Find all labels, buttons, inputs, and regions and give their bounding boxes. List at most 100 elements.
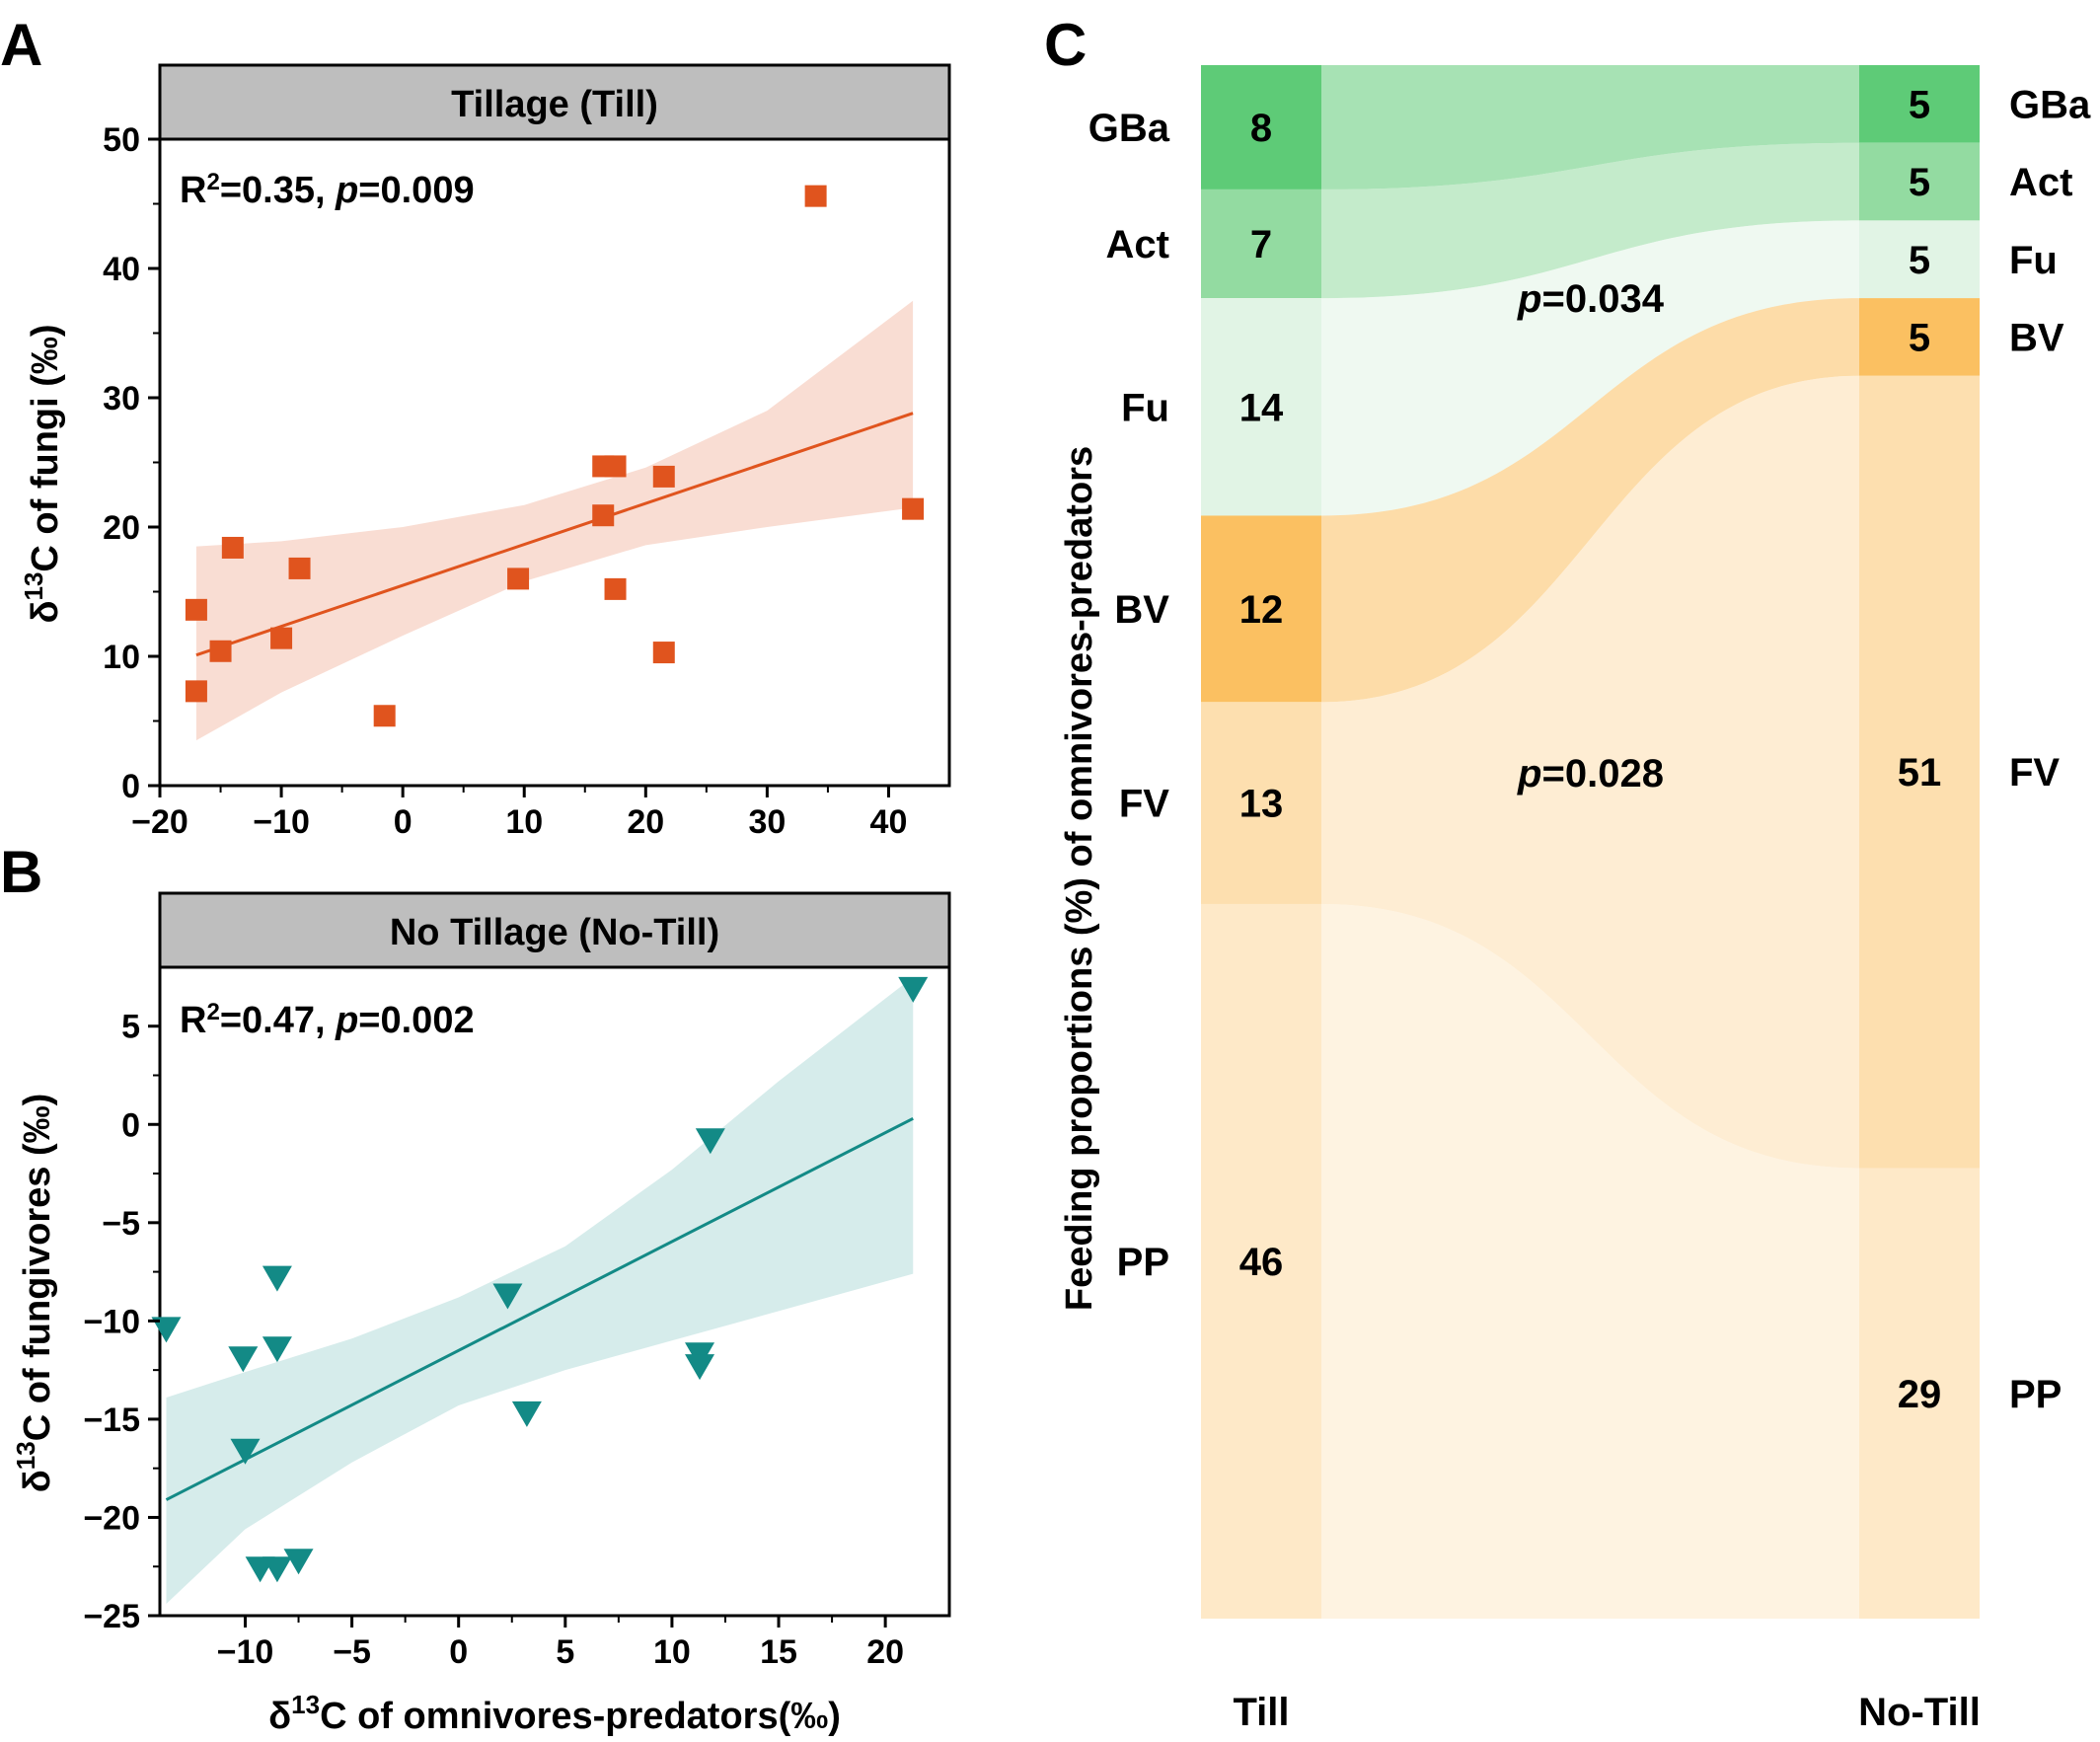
y-tick-label-b-1: −20 xyxy=(83,1499,140,1537)
value-till-fu: 14 xyxy=(1239,386,1284,429)
value-till-gba: 8 xyxy=(1250,107,1272,150)
label-till-pp: PP xyxy=(1117,1241,1169,1284)
label-notill-fu: Fu xyxy=(2009,239,2058,282)
node-till-fu xyxy=(1201,298,1321,516)
node-till-bv xyxy=(1201,515,1321,703)
stat-label-b: R2=0.47, p=0.002 xyxy=(180,999,475,1042)
label-notill-pp: PP xyxy=(2009,1373,2062,1416)
strip-b xyxy=(158,891,951,969)
y-tick-label-b-6: 5 xyxy=(121,1009,140,1046)
x-tick-label-b-4: 10 xyxy=(653,1633,691,1671)
x-tick-label-b-1: −5 xyxy=(333,1633,371,1671)
x-tick-label-a-2: 0 xyxy=(394,803,412,841)
data-point-a-4 xyxy=(270,627,293,649)
fit-line-b xyxy=(165,1116,914,1501)
label-notill-fv: FV xyxy=(2009,751,2060,795)
y-tick-label-b-3: −10 xyxy=(83,1303,140,1340)
points-b xyxy=(151,976,929,1583)
y-tick-label-b-0: −25 xyxy=(83,1598,140,1635)
flow-pp xyxy=(1321,903,1859,1619)
points-a xyxy=(185,185,925,727)
label-till-gba: GBa xyxy=(1088,107,1170,150)
x-tick-label-a-3: 10 xyxy=(505,803,543,841)
node-till-gba xyxy=(1201,65,1321,189)
strip-label-a: Tillage (Till) xyxy=(451,84,658,125)
x-tick-label-b-5: 15 xyxy=(760,1633,797,1671)
flow-bv xyxy=(1321,298,1859,703)
y-tick-label-a-2: 20 xyxy=(103,509,140,547)
y-tick-label-a-5: 50 xyxy=(103,121,140,159)
data-point-b-1 xyxy=(228,1346,259,1373)
label-notill-act: Act xyxy=(2009,161,2072,204)
data-point-b-9 xyxy=(511,1401,542,1427)
x-tick-label-b-0: −10 xyxy=(217,1633,274,1671)
strip-label-b: No Tillage (No-Till) xyxy=(390,912,719,953)
value-notill-act: 5 xyxy=(1909,161,1930,204)
y-ticks-b: −25 −20 −15 −10 −5 0 5 xyxy=(83,1009,160,1635)
x-tick-label-a-5: 30 xyxy=(748,803,786,841)
y-axis-label-a: δ13C of fungi (‰) xyxy=(19,324,66,623)
node-notill-fu xyxy=(1859,220,1980,299)
confidence-band-area-b xyxy=(166,976,914,1605)
p-value-0: p=0.034 xyxy=(1517,277,1665,321)
data-point-a-2 xyxy=(209,640,232,662)
data-point-a-10 xyxy=(592,504,615,527)
flow-fv xyxy=(1321,375,1859,1169)
data-point-a-14 xyxy=(804,185,827,207)
data-point-a-0 xyxy=(185,598,207,621)
value-till-pp: 46 xyxy=(1239,1241,1284,1284)
confidence-band-area-a xyxy=(195,300,914,741)
data-point-a-12 xyxy=(652,465,675,488)
value-notill-bv: 5 xyxy=(1909,316,1930,359)
plot-frame-b xyxy=(158,965,951,1618)
data-point-a-7 xyxy=(507,568,530,590)
fit-line-a xyxy=(195,412,914,657)
y-tick-label-a-1: 10 xyxy=(103,639,140,676)
data-point-a-6 xyxy=(373,705,396,727)
y-axis-label-c: Feeding proportions (%) of omnivores-pre… xyxy=(1059,446,1100,1311)
data-point-a-13 xyxy=(652,642,675,664)
node-notill-act xyxy=(1859,142,1980,221)
flow-act xyxy=(1321,142,1859,299)
data-point-b-2 xyxy=(262,1265,292,1292)
value-notill-fu: 5 xyxy=(1909,239,1930,282)
confidence-band-a xyxy=(195,300,914,741)
flow-gba xyxy=(1321,65,1859,189)
value-notill-gba: 5 xyxy=(1909,83,1930,126)
y-tick-label-b-5: 0 xyxy=(121,1106,140,1144)
panel-b: B No Tillage (No-Till) −10 −5 0 5 10 15 20 −25… xyxy=(0,839,951,1737)
node-till-pp xyxy=(1201,903,1321,1619)
x-tick-label-a-1: −10 xyxy=(253,803,310,841)
data-point-a-9 xyxy=(604,455,627,478)
data-point-a-11 xyxy=(604,577,627,600)
value-notill-pp: 29 xyxy=(1898,1373,1942,1416)
x-ticks-b: −10 −5 0 5 10 15 20 xyxy=(217,1616,904,1671)
x-tick-label-b-2: 0 xyxy=(449,1633,468,1671)
panel-a: A Tillage (Till) −20 −10 0 10 20 30 40 0 10 20 30… xyxy=(0,12,951,841)
data-point-b-6 xyxy=(262,1556,292,1583)
label-till-act: Act xyxy=(1106,223,1169,266)
y-tick-label-b-2: −15 xyxy=(83,1401,140,1439)
data-point-a-15 xyxy=(902,497,925,520)
p-value-1: p=0.028 xyxy=(1517,752,1664,795)
y-ticks-a: 0 10 20 30 40 50 xyxy=(103,121,160,805)
panel-c: C 8 5 GBa GBa 7 5 Act Act 14 5 Fu Fu 12 5 BV BV 13 51 FV FV… xyxy=(1044,12,2091,1734)
data-point-b-4 xyxy=(230,1438,261,1465)
data-point-b-3 xyxy=(262,1336,292,1363)
label-till-fv: FV xyxy=(1119,783,1169,826)
x-tick-label-a-6: 40 xyxy=(870,803,908,841)
data-point-a-5 xyxy=(288,557,311,579)
data-point-a-1 xyxy=(185,680,207,703)
y-tick-label-a-0: 0 xyxy=(121,768,140,805)
label-notill-gba: GBa xyxy=(2009,83,2091,126)
value-notill-fv: 51 xyxy=(1898,751,1942,795)
data-point-b-7 xyxy=(283,1549,314,1575)
node-notill-bv xyxy=(1859,298,1980,376)
node-notill-gba xyxy=(1859,65,1980,143)
x-tick-label-a-4: 20 xyxy=(627,803,664,841)
column-label-0: Till xyxy=(1233,1691,1289,1734)
data-point-b-12 xyxy=(695,1128,725,1155)
flow-fu xyxy=(1321,220,1859,516)
x-ticks-a: −20 −10 0 10 20 30 40 xyxy=(131,786,907,841)
